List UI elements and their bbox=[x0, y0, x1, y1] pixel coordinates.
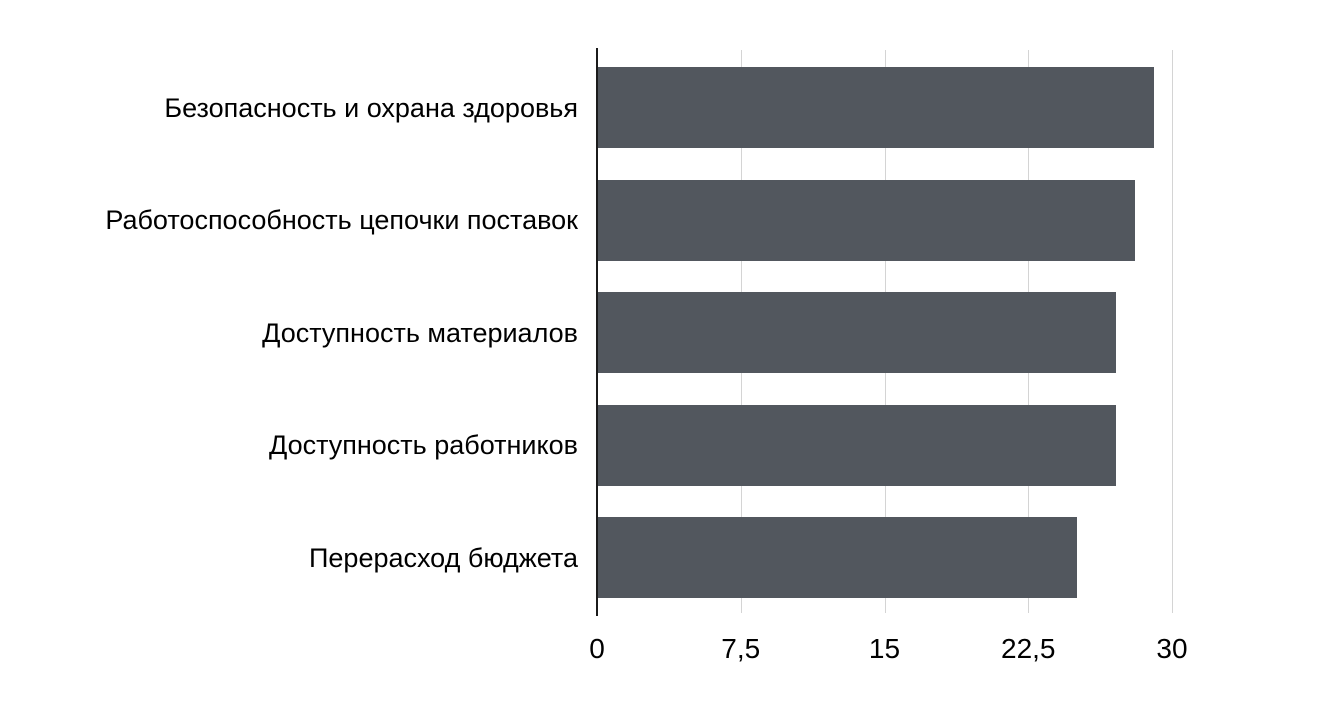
category-label: Перерасход бюджета bbox=[309, 542, 578, 573]
x-gridline bbox=[1172, 50, 1173, 613]
category-label: Доступность работников bbox=[268, 430, 578, 460]
x-tick-label: 7,5 bbox=[721, 633, 761, 664]
y-axis-zero-line bbox=[596, 48, 598, 616]
x-tick-label: 30 bbox=[1156, 633, 1188, 664]
category-label: Безопасность и охрана здоровья bbox=[164, 92, 578, 123]
x-tick-label: 22,5 bbox=[1001, 633, 1056, 664]
x-tick-label: 15 bbox=[868, 633, 901, 664]
category-label: Доступность материалов bbox=[262, 317, 578, 348]
bar bbox=[598, 517, 1078, 598]
bar bbox=[598, 404, 1116, 486]
bar bbox=[598, 179, 1135, 261]
category-label: Работоспособность цепочки поставок bbox=[105, 205, 578, 235]
bar bbox=[598, 67, 1154, 148]
bar bbox=[598, 292, 1116, 373]
x-tick-label: 0 bbox=[589, 633, 605, 664]
